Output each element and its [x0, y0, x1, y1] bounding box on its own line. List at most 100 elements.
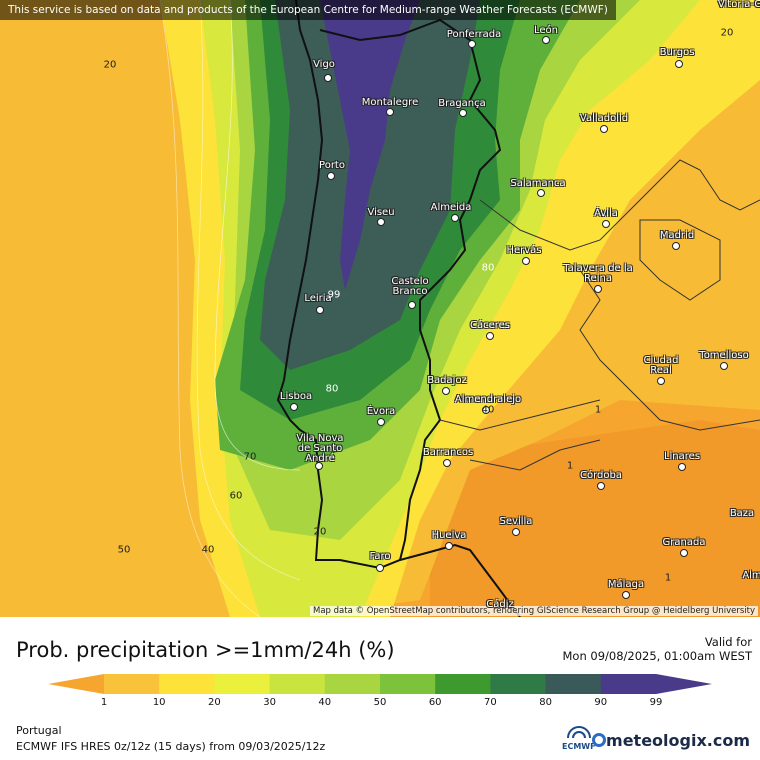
contour-label: 1: [594, 404, 602, 416]
contour-label: 40: [201, 544, 215, 556]
scale-tick-label: 20: [208, 697, 221, 708]
meteologix-brand[interactable]: meteologix.com: [592, 731, 750, 750]
scale-tick-label: 30: [263, 697, 276, 708]
scale-segment: [435, 674, 491, 694]
scale-tick-label: 40: [318, 697, 332, 708]
city-marker: [512, 528, 520, 536]
contour-label: 40: [481, 404, 495, 416]
city-label: Linares: [663, 451, 701, 462]
scale-tick-label: 70: [484, 697, 497, 708]
scale-segment: [104, 674, 160, 694]
city-marker: [443, 459, 451, 467]
contour-label: 1: [566, 460, 574, 472]
city-label: Hervás: [506, 245, 542, 256]
city-label: Vila Nova de Santo André: [296, 433, 344, 464]
contour-label: 20: [313, 526, 327, 538]
contour-label: 20: [720, 27, 734, 39]
city-label: Córdoba: [580, 470, 622, 481]
city-label: Talavera de la Reina: [563, 263, 633, 284]
contour-label: 99: [327, 289, 341, 301]
city-label: Tomelloso: [699, 350, 749, 361]
ecmwf-logo-icon: [566, 726, 591, 739]
city-label: Málaga: [607, 579, 645, 590]
city-marker: [377, 418, 385, 426]
meteologix-logo-icon: [592, 733, 607, 747]
scale-tick-label: 10: [152, 697, 166, 708]
city-marker: [542, 36, 550, 44]
city-marker: [537, 189, 545, 197]
city-marker: [680, 549, 688, 557]
scale-arrow-high: [656, 674, 712, 694]
scale-tick-label: 99: [649, 697, 663, 708]
city-marker: [376, 564, 384, 572]
city-marker: [408, 301, 416, 309]
legend-title: Prob. precipitation >=1mm/24h (%): [16, 638, 395, 662]
city-label: Ciudad Real: [643, 355, 679, 376]
city-label: Montalegre: [361, 97, 419, 108]
scale-segment: [545, 674, 602, 694]
city-label: Vigo: [313, 59, 335, 70]
scale-tick-label: 50: [373, 697, 387, 708]
city-marker: [451, 214, 459, 222]
contour-label: 80: [481, 262, 495, 274]
scale-segment: [490, 674, 547, 694]
contour-label: 80: [325, 383, 339, 395]
city-marker: [327, 172, 335, 180]
scale-tick-label: 60: [428, 697, 442, 708]
city-marker: [468, 40, 476, 48]
city-marker: [290, 403, 298, 411]
city-label: Lisboa: [279, 391, 313, 402]
scale-segment: [600, 674, 657, 694]
meteologix-brand-text: meteologix.com: [606, 731, 750, 750]
city-marker: [622, 591, 630, 599]
city-marker: [522, 257, 530, 265]
city-marker: [594, 285, 602, 293]
city-label: Almeida: [430, 202, 472, 213]
city-label: Ávila: [594, 208, 618, 219]
city-marker: [445, 542, 453, 550]
scale-tick-label: 1: [100, 697, 108, 708]
region-label: Portugal: [16, 724, 62, 737]
city-label: Salamanca: [510, 178, 566, 189]
city-label: Granada: [662, 537, 706, 548]
ecmwf-logo[interactable]: ECMWF: [562, 726, 596, 751]
city-label: Faro: [369, 551, 391, 562]
city-marker: [657, 377, 665, 385]
city-label: Viseu: [367, 207, 395, 218]
forecast-map[interactable]: This service is based on data and produc…: [0, 0, 760, 617]
city-label: Badajoz: [427, 375, 467, 386]
precipitation-field: [0, 0, 760, 617]
city-marker: [324, 74, 332, 82]
city-marker: [675, 60, 683, 68]
city-label: Sevilla: [499, 516, 533, 527]
valid-time: Mon 09/08/2025, 01:00am WEST: [562, 649, 752, 663]
valid-time-block: Valid for Mon 09/08/2025, 01:00am WEST: [562, 635, 752, 663]
city-marker: [678, 463, 686, 471]
city-label: Leiria: [304, 293, 332, 304]
scale-arrow-low: [48, 674, 104, 694]
scale-segment: [159, 674, 215, 694]
contour-label: 20: [103, 59, 117, 71]
contour-label: 50: [117, 544, 131, 556]
city-label: Porto: [319, 160, 345, 171]
city-label: Barrancos: [422, 447, 474, 458]
city-marker: [486, 332, 494, 340]
legend-unit: (%): [358, 638, 395, 662]
scale-segment: [380, 674, 436, 694]
city-marker: [316, 306, 324, 314]
city-label: Huelva: [431, 530, 467, 541]
city-label: Bragança: [438, 98, 486, 109]
scale-segment: [214, 674, 271, 694]
map-attribution[interactable]: Map data © OpenStreetMap contributors, r…: [310, 606, 758, 616]
city-label-vitoria: Vitoria-G: [717, 0, 760, 10]
city-label: Castelo Branco: [391, 276, 429, 297]
city-marker: [482, 406, 490, 414]
city-label: Burgos: [659, 47, 695, 58]
city-marker: [597, 482, 605, 490]
legend-title-text: Prob. precipitation >=1mm/24h: [16, 638, 352, 662]
contour-label: 70: [243, 451, 257, 463]
model-info: ECMWF IFS HRES 0z/12z (15 days) from 09/…: [16, 740, 326, 753]
city-label: Cádiz: [486, 599, 514, 610]
city-marker: [602, 220, 610, 228]
color-scale-bar: [48, 674, 712, 694]
